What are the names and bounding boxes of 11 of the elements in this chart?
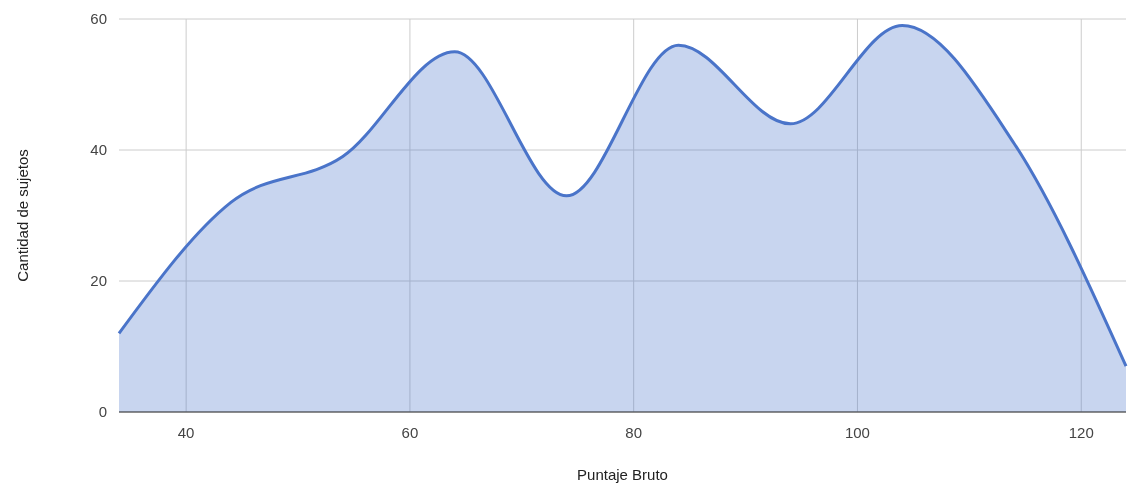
x-tick-label: 100	[844, 424, 870, 441]
x-axis-title: Puntaje Bruto	[577, 466, 668, 483]
x-tick-label: 80	[625, 424, 643, 441]
y-tick-label: 0	[98, 403, 107, 421]
y-tick-label: 20	[90, 272, 107, 290]
x-tick-label: 60	[401, 424, 419, 441]
x-tick-label: 120	[1068, 424, 1094, 441]
y-tick-label: 60	[90, 10, 107, 28]
y-axis-title: Cantidad de sujetos	[14, 149, 31, 282]
x-tick-label: 40	[177, 424, 195, 441]
y-tick-label: 40	[90, 141, 107, 159]
